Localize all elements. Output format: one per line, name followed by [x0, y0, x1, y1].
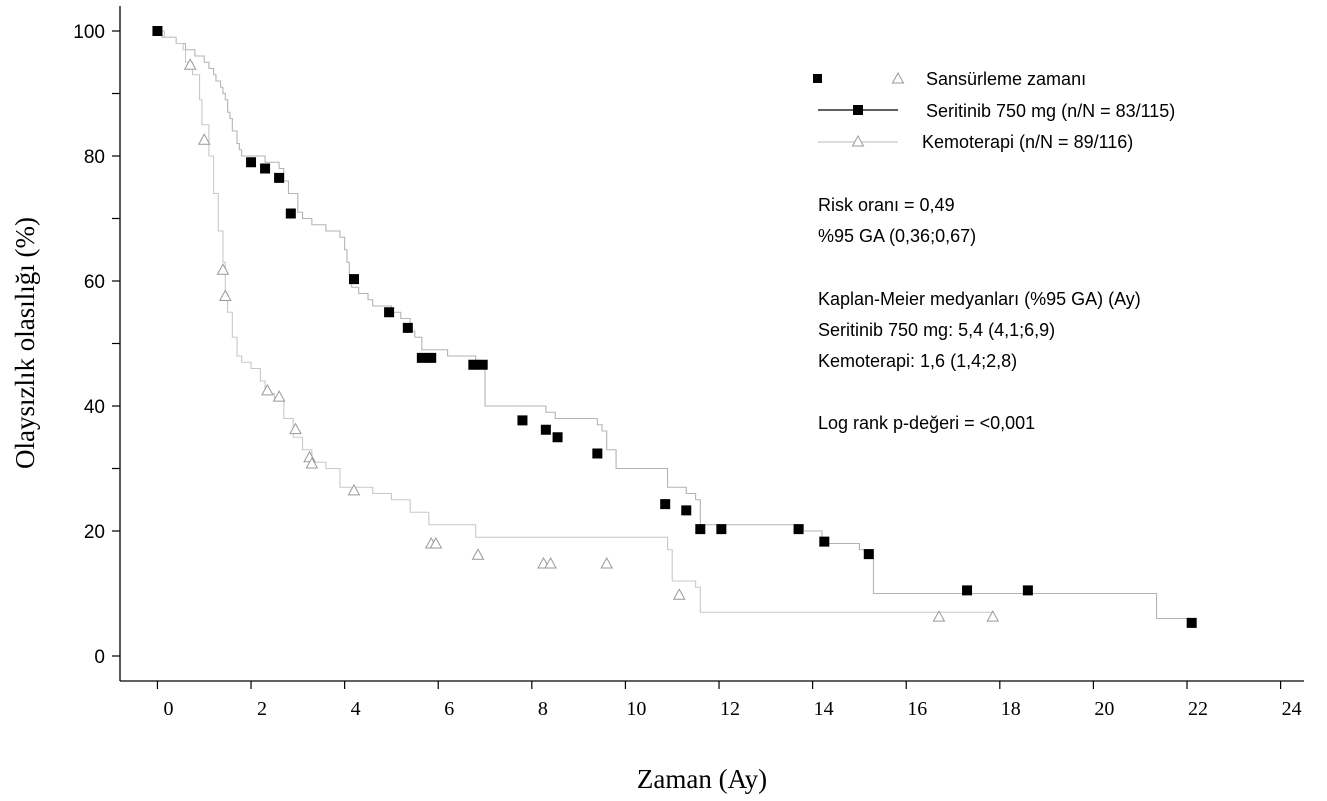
x-tick-label: 24 — [1282, 698, 1302, 720]
km-median-kemoterapi: Kemoterapi: 1,6 (1,4;2,8) — [818, 351, 1017, 371]
seritinib-censor-marker — [384, 307, 395, 318]
seritinib-censor-marker — [274, 172, 285, 183]
x-tick-label: 22 — [1188, 698, 1208, 720]
kemoterapi-censor-marker — [197, 133, 211, 145]
seritinib-censor-marker — [962, 585, 973, 596]
kemoterapi-censor-marker — [289, 422, 302, 435]
legend-censor-square-marker — [813, 74, 822, 83]
y-axis-title: Olaysızlık olasılığı (%) — [10, 217, 40, 469]
km-medians-title: Kaplan-Meier medyanları (%95 GA) (Ay) — [818, 289, 1141, 309]
legend-kemoterapi-marker — [851, 134, 865, 147]
seritinib-censor-marker — [660, 499, 671, 510]
x-tick-label: 20 — [1094, 698, 1114, 720]
y-tick-label: 60 — [84, 272, 105, 293]
y-tick-label: 0 — [94, 647, 105, 668]
seritinib-censor-marker — [260, 163, 271, 174]
annotations: Risk oranı = 0,49 %95 GA (0,36;0,67) Kap… — [818, 195, 1141, 433]
x-axis-title: Zaman (Ay) — [637, 764, 767, 794]
x-tick-label: 2 — [257, 698, 267, 720]
y-tick-label: 40 — [84, 397, 105, 418]
x-tick-label: 8 — [538, 698, 548, 720]
kemoterapi-censor-marker — [932, 610, 946, 622]
x-tick-label: 0 — [163, 698, 173, 720]
seritinib-censor-marker — [468, 359, 479, 370]
seritinib-censor-marker — [1022, 585, 1033, 596]
kemoterapi-censor-marker — [305, 456, 319, 469]
seritinib-censor-marker — [552, 432, 563, 443]
kemoterapi-censor-marker — [471, 548, 485, 560]
y-tick-label: 20 — [84, 522, 105, 543]
seritinib-censor-marker — [426, 352, 437, 363]
seritinib-censor-marker — [1186, 617, 1197, 628]
legend-seritinib-marker — [853, 105, 863, 115]
seritinib-censor-marker — [416, 352, 427, 363]
legend-kemoterapi-label: Kemoterapi (n/N = 89/116) — [922, 132, 1133, 152]
kemoterapi-censor-marker — [216, 263, 230, 275]
seritinib-censor-marker — [716, 524, 727, 535]
y-ticks: 100 80 60 40 20 0 — [73, 22, 120, 668]
seritinib-censor-marker — [592, 448, 603, 459]
seritinib-censor-marker — [517, 415, 528, 426]
x-tick-label: 6 — [444, 698, 454, 720]
seritinib-censor-marker — [681, 505, 692, 516]
seritinib-censor-marker — [348, 274, 359, 285]
hazard-ratio-text: Risk oranı = 0,49 — [818, 195, 955, 215]
kemoterapi-censor-marker — [183, 58, 197, 70]
kemoterapi-censor-marker — [544, 556, 557, 569]
kemoterapi-censor-marker — [218, 289, 232, 301]
seritinib-censor-marker — [285, 208, 296, 219]
km-median-seritinib: Seritinib 750 mg: 5,4 (4,1;6,9) — [818, 320, 1055, 340]
kemoterapi-curve — [157, 30, 993, 613]
y-tick-label: 80 — [84, 147, 105, 168]
legend-censor-label: Sansürleme zamanı — [926, 69, 1086, 89]
x-tick-label: 10 — [626, 698, 646, 720]
censor-layer — [152, 26, 1197, 628]
seritinib-censor-marker — [540, 424, 551, 435]
seritinib-curve — [157, 30, 1192, 620]
x-ticks: 0 2 4 6 8 10 12 14 16 18 20 22 24 — [156, 681, 1302, 720]
seritinib-censor-marker — [152, 26, 163, 36]
seritinib-censor-marker — [819, 536, 830, 547]
seritinib-censor-marker — [402, 322, 413, 333]
x-tick-label: 4 — [351, 698, 361, 720]
seritinib-censor-marker — [793, 524, 804, 535]
y-tick-label: 100 — [73, 22, 105, 43]
kemoterapi-censor-marker — [600, 556, 614, 569]
x-tick-label: 18 — [1001, 698, 1021, 720]
kemoterapi-censor-marker — [272, 390, 286, 402]
seritinib-censor-marker — [477, 359, 488, 370]
hazard-ratio-ci-text: %95 GA (0,36;0,67) — [818, 226, 976, 246]
x-tick-label: 16 — [907, 698, 927, 720]
seritinib-censor-marker — [863, 549, 874, 560]
legend: Sansürleme zamanı Seritinib 750 mg (n/N … — [813, 69, 1175, 152]
legend-censor-triangle-marker — [891, 71, 905, 84]
x-tick-label: 14 — [814, 698, 834, 720]
kemoterapi-censor-marker — [986, 610, 1000, 622]
x-tick-label: 12 — [720, 698, 740, 720]
series-layer — [157, 30, 1192, 620]
log-rank-text: Log rank p-değeri = <0,001 — [818, 413, 1035, 433]
kemoterapi-censor-marker — [261, 383, 274, 396]
legend-seritinib-label: Seritinib 750 mg (n/N = 83/115) — [926, 101, 1175, 121]
kemoterapi-censor-marker — [429, 536, 443, 549]
kemoterapi-censor-marker — [672, 588, 686, 600]
kemoterapi-censor-marker — [347, 483, 361, 496]
seritinib-censor-marker — [246, 157, 257, 168]
seritinib-censor-marker — [695, 524, 706, 535]
